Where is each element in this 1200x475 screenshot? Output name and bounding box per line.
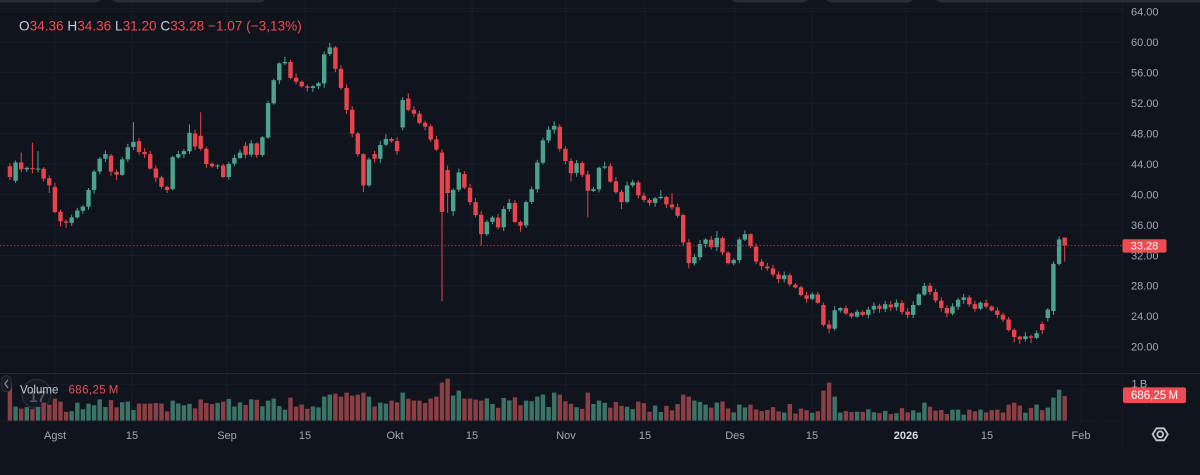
- svg-text:15: 15: [639, 430, 651, 442]
- svg-text:Volume: Volume: [20, 385, 58, 397]
- svg-text:2026: 2026: [894, 430, 918, 442]
- svg-text:33.28: 33.28: [1131, 241, 1159, 253]
- svg-text:56.00: 56.00: [1131, 67, 1159, 79]
- svg-text:Des: Des: [725, 430, 745, 442]
- svg-text:686,25 M: 686,25 M: [1131, 390, 1178, 402]
- svg-text:48.00: 48.00: [1131, 128, 1159, 140]
- svg-text:20.00: 20.00: [1131, 342, 1159, 354]
- svg-text:15: 15: [806, 430, 818, 442]
- svg-text:Nov: Nov: [556, 430, 576, 442]
- svg-text:686,25 M: 686,25 M: [69, 385, 119, 397]
- svg-text:Agst: Agst: [44, 430, 66, 442]
- svg-text:15: 15: [299, 430, 311, 442]
- svg-text:Feb: Feb: [1072, 430, 1091, 442]
- svg-text:28.00: 28.00: [1131, 281, 1159, 293]
- svg-text:15: 15: [126, 430, 138, 442]
- svg-text:44.00: 44.00: [1131, 159, 1159, 171]
- svg-text:60.00: 60.00: [1131, 37, 1159, 49]
- svg-text:24.00: 24.00: [1131, 311, 1159, 323]
- svg-text:32.00: 32.00: [1131, 250, 1159, 262]
- svg-text:36.00: 36.00: [1131, 220, 1159, 232]
- svg-text:52.00: 52.00: [1131, 98, 1159, 110]
- svg-text:15: 15: [981, 430, 993, 442]
- svg-text:O34.36 H34.36 L31.20 C33.28 −1: O34.36 H34.36 L31.20 C33.28 −1.07 (−3,13…: [19, 19, 302, 34]
- svg-text:17: 17: [29, 389, 46, 406]
- svg-text:40.00: 40.00: [1131, 189, 1159, 201]
- svg-text:Sep: Sep: [217, 430, 237, 442]
- svg-text:64.00: 64.00: [1131, 6, 1159, 18]
- svg-text:Okt: Okt: [386, 430, 403, 442]
- svg-text:15: 15: [466, 430, 478, 442]
